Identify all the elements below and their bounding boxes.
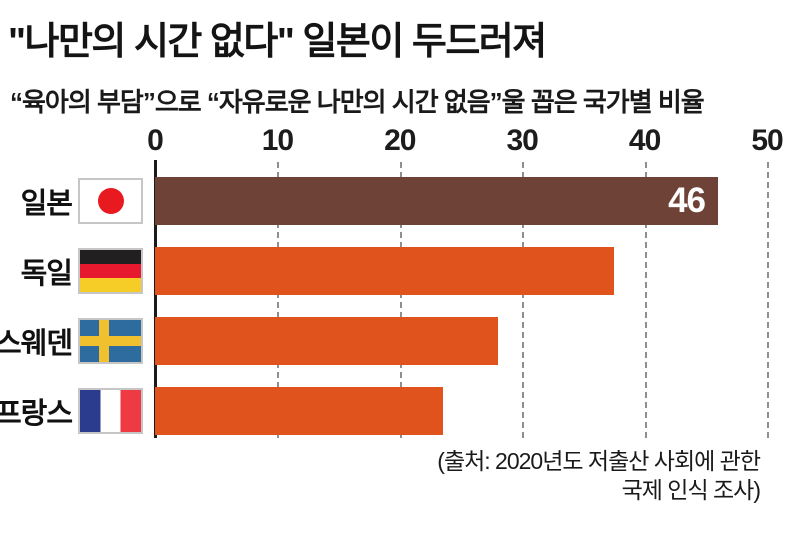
- x-axis-ticks: 0 10 20 30 40 50: [147, 122, 784, 158]
- x-tick-label: 20: [384, 124, 416, 157]
- gridline: [399, 162, 402, 438]
- gridline: [767, 162, 769, 438]
- plot-area: [154, 160, 769, 438]
- category-label-japan: 일본: [20, 188, 73, 220]
- france-flag-icon: [78, 388, 143, 434]
- bar-row-sweden: 스웨덴: [0, 306, 800, 376]
- bar-track: [155, 387, 767, 435]
- x-tick-label: 10: [261, 124, 294, 157]
- chart-subtitle: “육아의 부담”으로 “자유로운 나만의 시간 없음”울 꼽은 국가별 비율: [10, 87, 705, 117]
- bar-row-japan: 일본 46: [0, 166, 800, 236]
- japan-flag-icon: [78, 178, 143, 224]
- germany-flag-icon: [78, 248, 143, 294]
- gridline: [277, 162, 280, 438]
- x-tick-label: 30: [506, 124, 539, 157]
- japan-flag-sun: [97, 188, 124, 214]
- source-note: (출처: 2020년도 저출산 사회에 관한 국제 인식 조사): [437, 447, 761, 505]
- x-tick-label: 40: [628, 124, 661, 157]
- bar-japan: 46: [155, 177, 719, 225]
- bar-track: 46: [155, 177, 767, 225]
- page-title: "나만의 시간 없다" 일본이 두드러져: [8, 21, 547, 63]
- bar-value-label-japan: 46: [668, 181, 706, 220]
- x-tick-label: 0: [147, 124, 164, 157]
- x-tick-label: 50: [751, 124, 783, 157]
- category-label-france: 프랑스: [0, 398, 73, 430]
- source-line-1: (출처: 2020년도 저출산 사회에 관한: [437, 448, 761, 474]
- category-label-sweden: 스웨덴: [0, 328, 73, 360]
- y-axis-line: [154, 160, 157, 438]
- gridline: [644, 162, 647, 438]
- bar-row-germany: 독일: [0, 236, 800, 306]
- bar-track: [155, 247, 767, 295]
- bar-germany: [155, 247, 614, 295]
- sweden-flag-icon: [78, 318, 143, 364]
- bar-sweden: [155, 317, 498, 365]
- gridline: [522, 162, 525, 438]
- bar-track: [155, 317, 767, 365]
- source-line-2: 국제 인식 조사): [621, 476, 761, 503]
- bar-row-france: 프랑스: [0, 376, 800, 446]
- bar-rows: 일본 46 독일 스웨덴: [0, 160, 800, 446]
- bar-france: [155, 387, 443, 435]
- sweden-flag-cross: [80, 336, 141, 346]
- category-label-germany: 독일: [20, 258, 73, 290]
